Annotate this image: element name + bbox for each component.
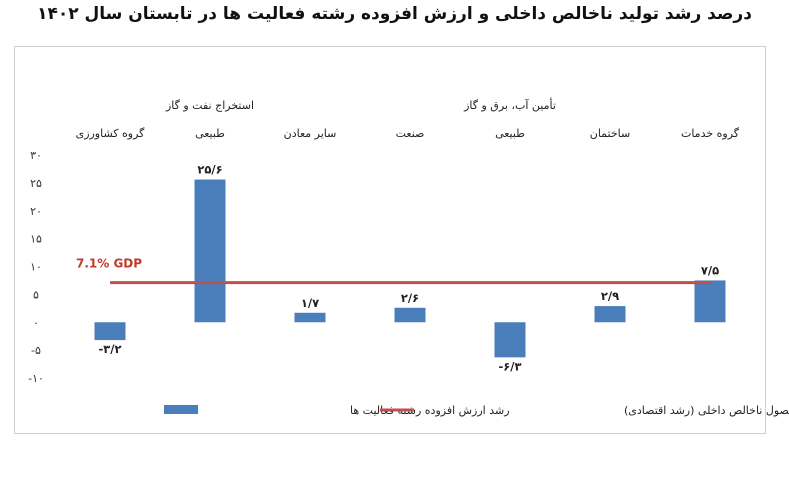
bar — [494, 322, 526, 358]
y-tick-label: -۱۰ — [28, 372, 44, 385]
category-group-label: تأمین آب، برق و گاز — [463, 97, 556, 112]
category-label: گروه خدمات — [681, 127, 740, 140]
bar-data-label: ۷/۵ — [701, 263, 719, 277]
bar — [194, 179, 226, 323]
bar-data-label: ۱/۷ — [301, 296, 319, 310]
bar-data-label: ۲/۹ — [601, 289, 619, 303]
y-tick-label: ۵ — [33, 288, 39, 301]
bar — [694, 280, 726, 323]
legend-label-line: رشد محصول ناخالص داخلی (رشد اقتصادی) — [624, 404, 789, 417]
category-label: سایر معادن — [284, 127, 337, 140]
y-tick-label: ۳۰ — [30, 149, 42, 162]
y-tick-label: ۲۵ — [30, 177, 42, 190]
bar-data-label: -۳/۲ — [98, 342, 121, 356]
legend-label-bars: رشد ارزش افزوده رشته فعالیت ها — [350, 404, 510, 417]
bar-data-label: ۲/۶ — [401, 291, 419, 305]
category-label: طبیعی — [195, 127, 225, 140]
category-label: طبیعی — [495, 127, 525, 140]
y-tick-label: ۱۰ — [30, 261, 42, 274]
bar — [394, 307, 426, 323]
chart-frame — [14, 46, 766, 434]
bar-data-label: ۲۵/۶ — [197, 163, 222, 177]
category-group-label: استخراج نفت و گاز — [165, 99, 254, 112]
y-tick-label: ۲۰ — [30, 205, 42, 218]
category-label: صنعت — [396, 127, 425, 140]
category-label: ساختمان — [590, 127, 630, 140]
bar — [594, 306, 626, 323]
bar — [294, 312, 326, 323]
chart-title: درصد رشد تولید ناخالص داخلی و ارزش افزود… — [37, 4, 752, 24]
y-tick-label: ۰ — [33, 316, 39, 329]
gdp-annotation: 7.1% GDP — [76, 257, 142, 271]
category-label: گروه کشاورزی — [76, 127, 146, 140]
y-tick-label: -۵ — [31, 344, 41, 357]
bar — [94, 322, 126, 341]
bar-data-label: -۶/۳ — [498, 359, 521, 373]
y-tick-label: ۱۵ — [30, 233, 42, 246]
legend-swatch-bars — [164, 405, 198, 414]
